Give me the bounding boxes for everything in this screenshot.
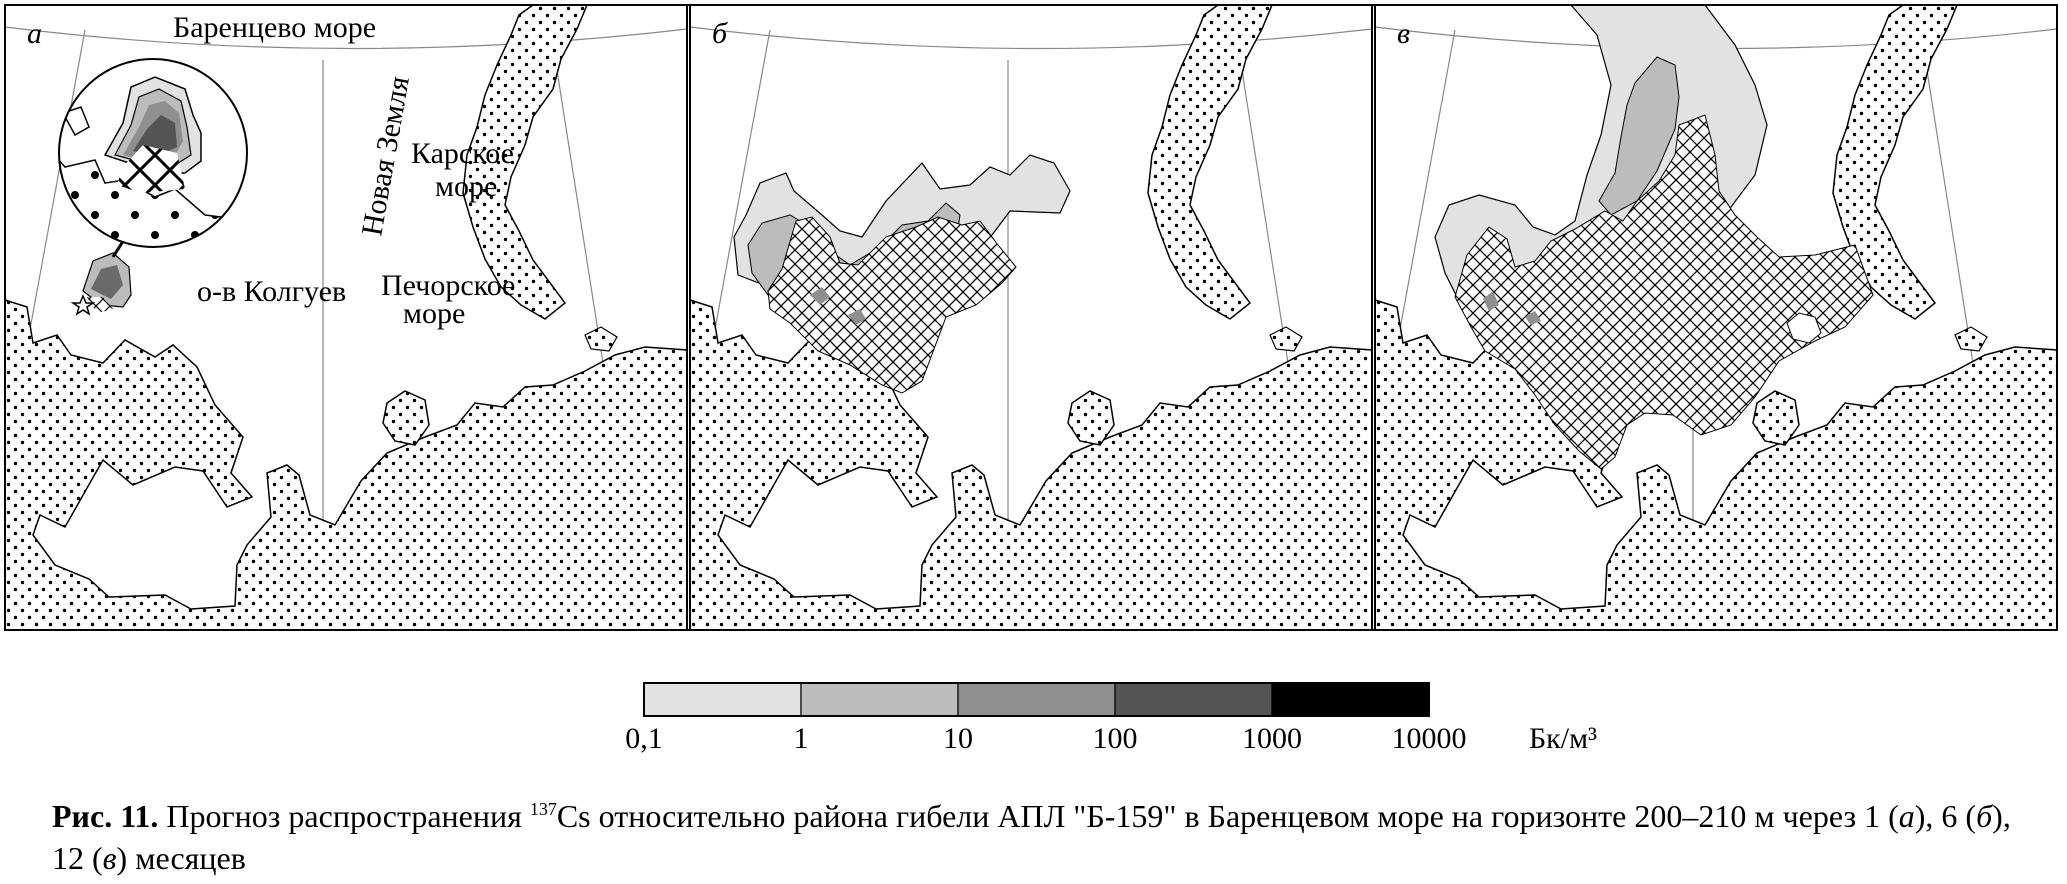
legend-tick-label: 0,1 [625,722,663,755]
caption-text: Прогноз распространения [166,798,522,834]
panel-letter-a: а [27,17,42,50]
caption-end: ) месяцев [116,840,246,876]
legend-unit: Бк/м³ [1528,722,1598,755]
contamination-hatch [1454,114,1874,470]
legend-tick-label: 1000 [1242,722,1302,755]
caption-fig-number: Рис. 11. [52,798,159,834]
legend-tick-label: 10 [943,722,973,755]
legend-swatch [957,682,1116,717]
label-kolguev: о-в Колгуев [197,275,346,308]
legend-tick-label: 1 [793,722,809,755]
label-kara-sea-2: море [435,170,497,203]
caption-panel-b: б [1976,798,1993,834]
map-panel-c: в [1374,4,2058,631]
legend-swatch [1271,682,1430,717]
legend-tick-label: 10000 [1391,722,1467,755]
map-figure: а Баренцево море Новая Земля Карское мор… [4,4,2058,631]
label-pechora-sea-2: море [403,297,465,330]
legend-swatch [643,682,802,717]
legend-swatch [800,682,959,717]
legend-colorbar [643,682,1430,717]
panel-letter-c: в [1397,17,1410,50]
contamination-hatch [767,216,1017,394]
panel-letter-b: б [712,17,728,50]
caption-panel-c: в [102,840,117,876]
label-barents-sea: Баренцево море [173,11,376,44]
caption-mid-2: ), 12 ( [52,798,2011,876]
map-panel-a: а Баренцево море Новая Земля Карское мор… [4,4,688,631]
caption-panel-a: а [1898,798,1915,834]
label-kara-sea-1: Карское [411,137,514,170]
legend-swatch [1114,682,1273,717]
caption-text-2: Cs относительно района гибели АПЛ "Б-159… [556,798,1899,834]
caption-isotope-mass: 137 [529,799,557,819]
accident-site-marker [70,294,96,316]
caption-mid-1: ), 6 ( [1914,798,1977,834]
map-panel-b: б [689,4,1373,631]
figure-caption: Рис. 11. Прогноз распространения 137Cs о… [52,795,2042,879]
legend-tick-label: 100 [1092,722,1138,755]
label-pechora-sea-1: Печорское [381,269,515,302]
